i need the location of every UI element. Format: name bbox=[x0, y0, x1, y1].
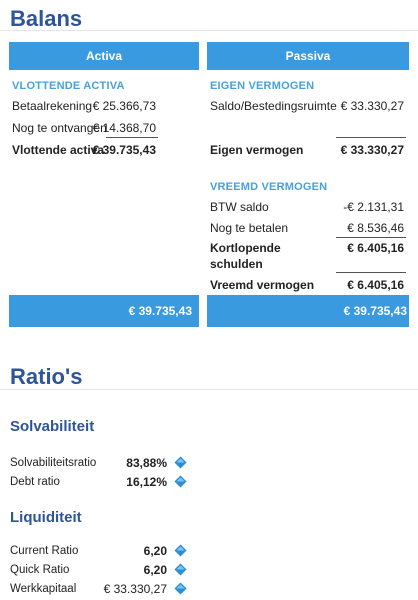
eigen-vermogen-total-label: Eigen vermogen bbox=[210, 143, 304, 157]
betaalrekening-value: € 25.366,73 bbox=[92, 99, 156, 113]
solvabiliteit-heading: Solvabiliteit bbox=[10, 418, 95, 435]
info-diamond-icon[interactable] bbox=[174, 544, 187, 557]
debt-ratio-value: 16,12% bbox=[126, 475, 167, 489]
saldo-value: € 33.330,27 bbox=[340, 99, 404, 113]
current-ratio-label: Current Ratio bbox=[10, 545, 79, 557]
passiva-header: Passiva bbox=[207, 42, 409, 70]
quick-ratio-label: Quick Ratio bbox=[10, 564, 70, 576]
activa-sum-line bbox=[106, 137, 158, 138]
werkkapitaal-label: Werkkapitaal bbox=[10, 583, 77, 595]
betaalrekening-label: Betaalrekening bbox=[12, 99, 93, 113]
ratios-divider bbox=[0, 389, 418, 390]
vreemd-sum-line bbox=[336, 272, 406, 273]
eigen-vermogen-section: EIGEN VERMOGEN bbox=[210, 80, 315, 92]
vreemd-vermogen-section: VREEMD VERMOGEN bbox=[210, 181, 328, 193]
ratios-title: Ratio's bbox=[10, 364, 83, 389]
activa-total-value: € 39.735,43 bbox=[128, 304, 192, 318]
kortlopende-label-1: Kortlopende bbox=[210, 241, 281, 255]
btw-saldo-label: BTW saldo bbox=[210, 200, 269, 214]
eigen-sum-line bbox=[336, 137, 406, 138]
vlottende-activa-total-value: € 39.735,43 bbox=[92, 143, 156, 157]
title-divider bbox=[0, 30, 418, 31]
nog-te-betalen-value: € 8.536,46 bbox=[347, 221, 404, 235]
activa-total-bar: € 39.735,43 bbox=[9, 295, 199, 327]
passiva-total-value: € 39.735,43 bbox=[343, 304, 407, 318]
vlottende-activa-total-label: Vlottende activa bbox=[12, 143, 105, 157]
eigen-vermogen-total-value: € 33.330,27 bbox=[340, 143, 404, 157]
kortlopende-value: € 6.405,16 bbox=[347, 241, 404, 255]
passiva-total-bar: € 39.735,43 bbox=[207, 295, 409, 327]
saldo-label: Saldo/Bestedingsruimte bbox=[210, 99, 337, 113]
vlottende-activa-section: VLOTTENDE ACTIVA bbox=[12, 80, 125, 92]
vreemd-vermogen-total-label: Vreemd vermogen bbox=[210, 278, 315, 292]
current-ratio-value: 6,20 bbox=[143, 544, 167, 558]
activa-header-label: Activa bbox=[85, 49, 123, 63]
info-diamond-icon[interactable] bbox=[174, 582, 187, 595]
nog-te-betalen-label: Nog te betalen bbox=[210, 221, 289, 235]
btw-saldo-value: -€ 2.131,31 bbox=[343, 200, 404, 214]
info-diamond-icon[interactable] bbox=[174, 475, 187, 488]
nog-te-ontvangen-label: Nog te ontvangen bbox=[12, 121, 107, 135]
activa-header: Activa bbox=[9, 42, 199, 70]
passiva-header-label: Passiva bbox=[285, 49, 331, 63]
debt-ratio-label: Debt ratio bbox=[10, 476, 60, 488]
vreemd-vermogen-total-value: € 6.405,16 bbox=[347, 278, 404, 292]
balans-title: Balans bbox=[10, 6, 83, 31]
kortlopende-label-2: schulden bbox=[210, 257, 263, 271]
quick-ratio-value: 6,20 bbox=[143, 563, 167, 577]
info-diamond-icon[interactable] bbox=[174, 456, 187, 469]
liquiditeit-heading: Liquiditeit bbox=[10, 509, 82, 526]
vreemd-sub-line bbox=[336, 237, 406, 238]
solvabiliteitsratio-label: Solvabiliteitsratio bbox=[10, 457, 97, 469]
nog-te-ontvangen-value: € 14.368,70 bbox=[92, 121, 156, 135]
solvabiliteitsratio-value: 83,88% bbox=[126, 456, 167, 470]
werkkapitaal-value: € 33.330,27 bbox=[103, 582, 167, 596]
info-diamond-icon[interactable] bbox=[174, 563, 187, 576]
